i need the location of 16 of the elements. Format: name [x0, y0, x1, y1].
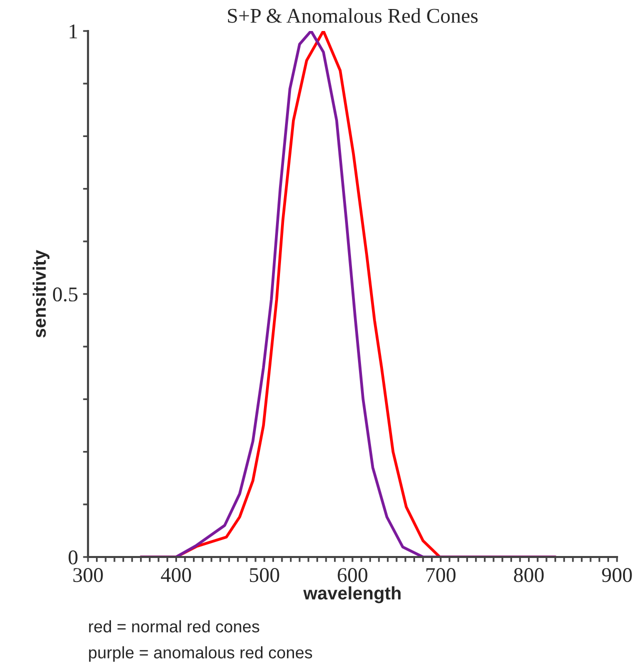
y-tick-label: 0.5 [53, 287, 78, 302]
y-tick-label: 1 [70, 24, 78, 38]
x-tick-label: 300 [73, 568, 103, 582]
y-tick-label: 0 [68, 550, 78, 564]
line-series [140, 31, 557, 557]
x-tick-label: 400 [160, 568, 191, 582]
x-tick-label: 800 [514, 568, 544, 582]
x-axis-title: wavelength [303, 586, 401, 604]
chart-title: S+P & Anomalous Red Cones [228, 8, 478, 23]
x-tick-label: 900 [602, 568, 632, 582]
text: purple = anomalous red cones [89, 646, 312, 662]
x-tick-label: 500 [250, 568, 280, 582]
y-axis-title: sensitivity [32, 250, 50, 338]
x-tick-label: 700 [426, 568, 456, 582]
text: red = normal red cones [89, 620, 260, 632]
x-tick-label: 600 [338, 568, 368, 582]
